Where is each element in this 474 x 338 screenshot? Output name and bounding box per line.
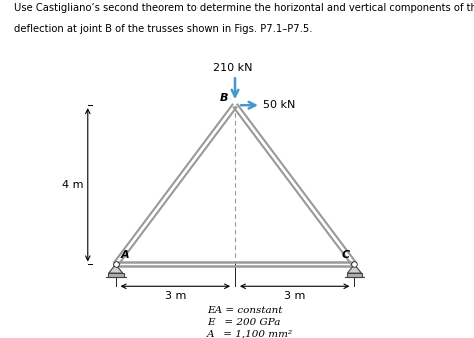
Polygon shape <box>347 264 361 273</box>
Text: 3 m: 3 m <box>284 291 305 301</box>
Polygon shape <box>109 264 123 273</box>
Text: Use Castigliano’s second theorem to determine the horizontal and vertical compon: Use Castigliano’s second theorem to dete… <box>14 3 474 14</box>
Bar <box>346 273 362 277</box>
Text: deflection at joint B of the trusses shown in Figs. P7.1–P7.5.: deflection at joint B of the trusses sho… <box>14 24 313 34</box>
Text: C: C <box>341 249 350 260</box>
Text: E   = 200 GPa: E = 200 GPa <box>207 318 281 327</box>
Text: 3 m: 3 m <box>164 291 186 301</box>
Text: 4 m: 4 m <box>62 180 84 190</box>
Text: EA = constant: EA = constant <box>207 306 283 315</box>
Bar <box>108 273 124 277</box>
Text: 50 kN: 50 kN <box>263 100 295 110</box>
Text: A   = 1,100 mm²: A = 1,100 mm² <box>207 330 293 338</box>
Circle shape <box>353 263 356 266</box>
Text: B: B <box>219 93 228 103</box>
Circle shape <box>114 263 117 266</box>
Text: 210 kN: 210 kN <box>213 63 253 73</box>
Text: A: A <box>121 249 129 260</box>
